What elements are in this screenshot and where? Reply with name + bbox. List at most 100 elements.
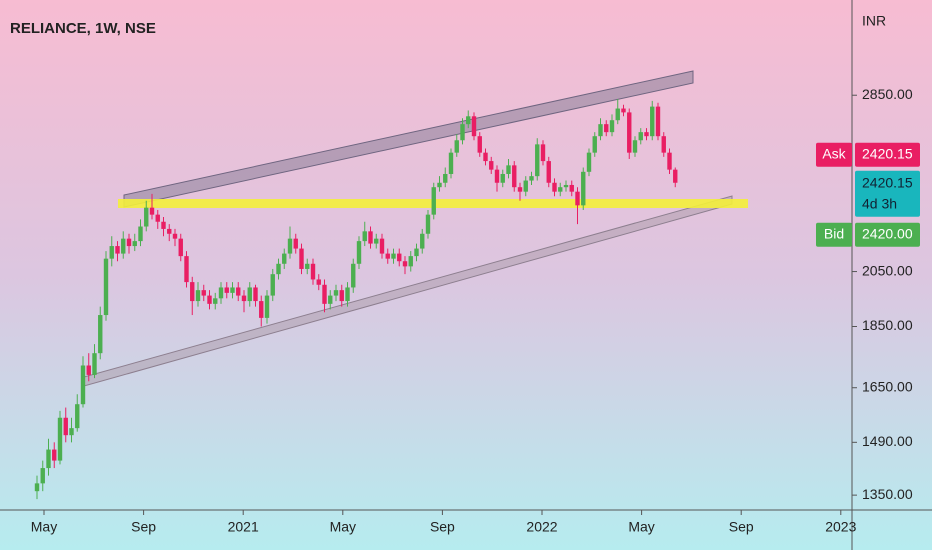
last-box bbox=[855, 170, 920, 217]
y-tick-label: 1650.00 bbox=[862, 378, 913, 394]
candle-body bbox=[98, 315, 103, 354]
candle-body bbox=[638, 132, 643, 141]
bid-label: Bid bbox=[824, 225, 844, 241]
candle-body bbox=[489, 161, 494, 170]
x-tick-label: Sep bbox=[729, 519, 754, 535]
candle-body bbox=[586, 152, 592, 172]
candle-body bbox=[149, 207, 155, 215]
ask-value: 2420.15 bbox=[862, 145, 913, 161]
candle-body bbox=[126, 238, 132, 247]
x-tick-label: Sep bbox=[131, 519, 156, 535]
ask-tag bbox=[816, 142, 852, 167]
ask-box bbox=[855, 142, 920, 167]
candle-body bbox=[604, 124, 609, 133]
candle-body bbox=[345, 287, 350, 302]
candle-body bbox=[632, 140, 638, 153]
last-value: 2420.15 bbox=[862, 174, 913, 190]
candle-body bbox=[69, 428, 74, 436]
candle-body bbox=[500, 173, 505, 183]
candle-body bbox=[190, 282, 195, 302]
candle-body bbox=[529, 176, 534, 181]
candle-body bbox=[362, 231, 367, 242]
y-tick-label: 1850.00 bbox=[862, 317, 913, 333]
candle-body bbox=[598, 124, 603, 137]
candle-body bbox=[460, 124, 465, 141]
x-tick-label: May bbox=[628, 519, 654, 535]
candle-body bbox=[184, 256, 189, 283]
candle-body bbox=[454, 140, 459, 153]
candle-body bbox=[408, 256, 413, 267]
candle-body bbox=[75, 404, 80, 429]
candle-body bbox=[385, 253, 390, 259]
candle-body bbox=[512, 165, 517, 188]
candle-body bbox=[431, 187, 436, 215]
candle-body bbox=[621, 108, 626, 113]
candle-body bbox=[207, 295, 212, 304]
candle-body bbox=[92, 353, 97, 375]
candle-body bbox=[420, 233, 425, 249]
candle-body bbox=[650, 106, 655, 137]
candle-body bbox=[236, 287, 241, 296]
candle-body bbox=[575, 191, 580, 206]
candle-body bbox=[40, 468, 45, 484]
chart-title: RELIANCE, 1W, NSE bbox=[10, 20, 156, 37]
y-tick-label: 1490.00 bbox=[862, 433, 913, 449]
x-tick-label: May bbox=[330, 519, 356, 535]
candle-body bbox=[213, 298, 218, 304]
candle-body bbox=[523, 180, 528, 192]
y-tick-label: 2050.00 bbox=[862, 262, 913, 278]
candle-body bbox=[673, 169, 678, 183]
candle-body bbox=[592, 136, 597, 153]
candle-body bbox=[558, 187, 563, 192]
x-tick-label: May bbox=[31, 519, 57, 535]
candle-body bbox=[316, 279, 321, 285]
candle-body bbox=[569, 184, 574, 192]
candle-body bbox=[443, 173, 448, 183]
candle-body bbox=[247, 287, 252, 302]
x-tick-label: Sep bbox=[430, 519, 455, 535]
candle-body bbox=[167, 228, 172, 234]
candle-body bbox=[540, 144, 546, 162]
candle-body bbox=[374, 238, 379, 244]
bid-value: 2420.00 bbox=[862, 225, 913, 241]
candle-body bbox=[109, 246, 114, 259]
candle-body bbox=[661, 136, 666, 153]
candle-body bbox=[581, 171, 586, 206]
candle-body bbox=[276, 263, 281, 275]
y-axis-label: INR bbox=[862, 13, 886, 29]
candle-body bbox=[471, 116, 477, 137]
candle-body bbox=[264, 295, 270, 318]
y-tick-label: 1350.00 bbox=[862, 486, 913, 502]
candle-body bbox=[414, 248, 419, 257]
candle-body bbox=[328, 295, 333, 304]
candle-body bbox=[218, 287, 224, 299]
candle-body bbox=[201, 290, 206, 296]
candle-body bbox=[259, 301, 264, 318]
bid-tag bbox=[816, 222, 852, 247]
candle-body bbox=[224, 287, 229, 293]
candle-body bbox=[494, 169, 500, 183]
candle-body bbox=[57, 417, 63, 461]
x-tick-label: 2021 bbox=[228, 519, 259, 535]
candle-body bbox=[305, 263, 310, 269]
candle-body bbox=[138, 226, 143, 242]
candle-body bbox=[253, 287, 258, 302]
candle-body bbox=[368, 231, 373, 244]
ask-label: Ask bbox=[822, 145, 846, 161]
candle-body bbox=[615, 108, 620, 121]
candle-body bbox=[379, 238, 385, 254]
candle-body bbox=[437, 182, 442, 188]
candle-body bbox=[172, 233, 178, 239]
candle-body bbox=[333, 290, 339, 296]
candle-body bbox=[287, 238, 293, 254]
candle-body bbox=[483, 152, 488, 162]
candle-body bbox=[195, 290, 201, 302]
candle-body bbox=[230, 287, 235, 293]
candle-body bbox=[535, 144, 540, 177]
candle-body bbox=[121, 238, 126, 254]
candle-body bbox=[667, 152, 672, 170]
candle-body bbox=[425, 214, 431, 234]
candle-body bbox=[161, 221, 166, 229]
candle-body bbox=[339, 290, 344, 302]
candle-body bbox=[80, 365, 86, 405]
